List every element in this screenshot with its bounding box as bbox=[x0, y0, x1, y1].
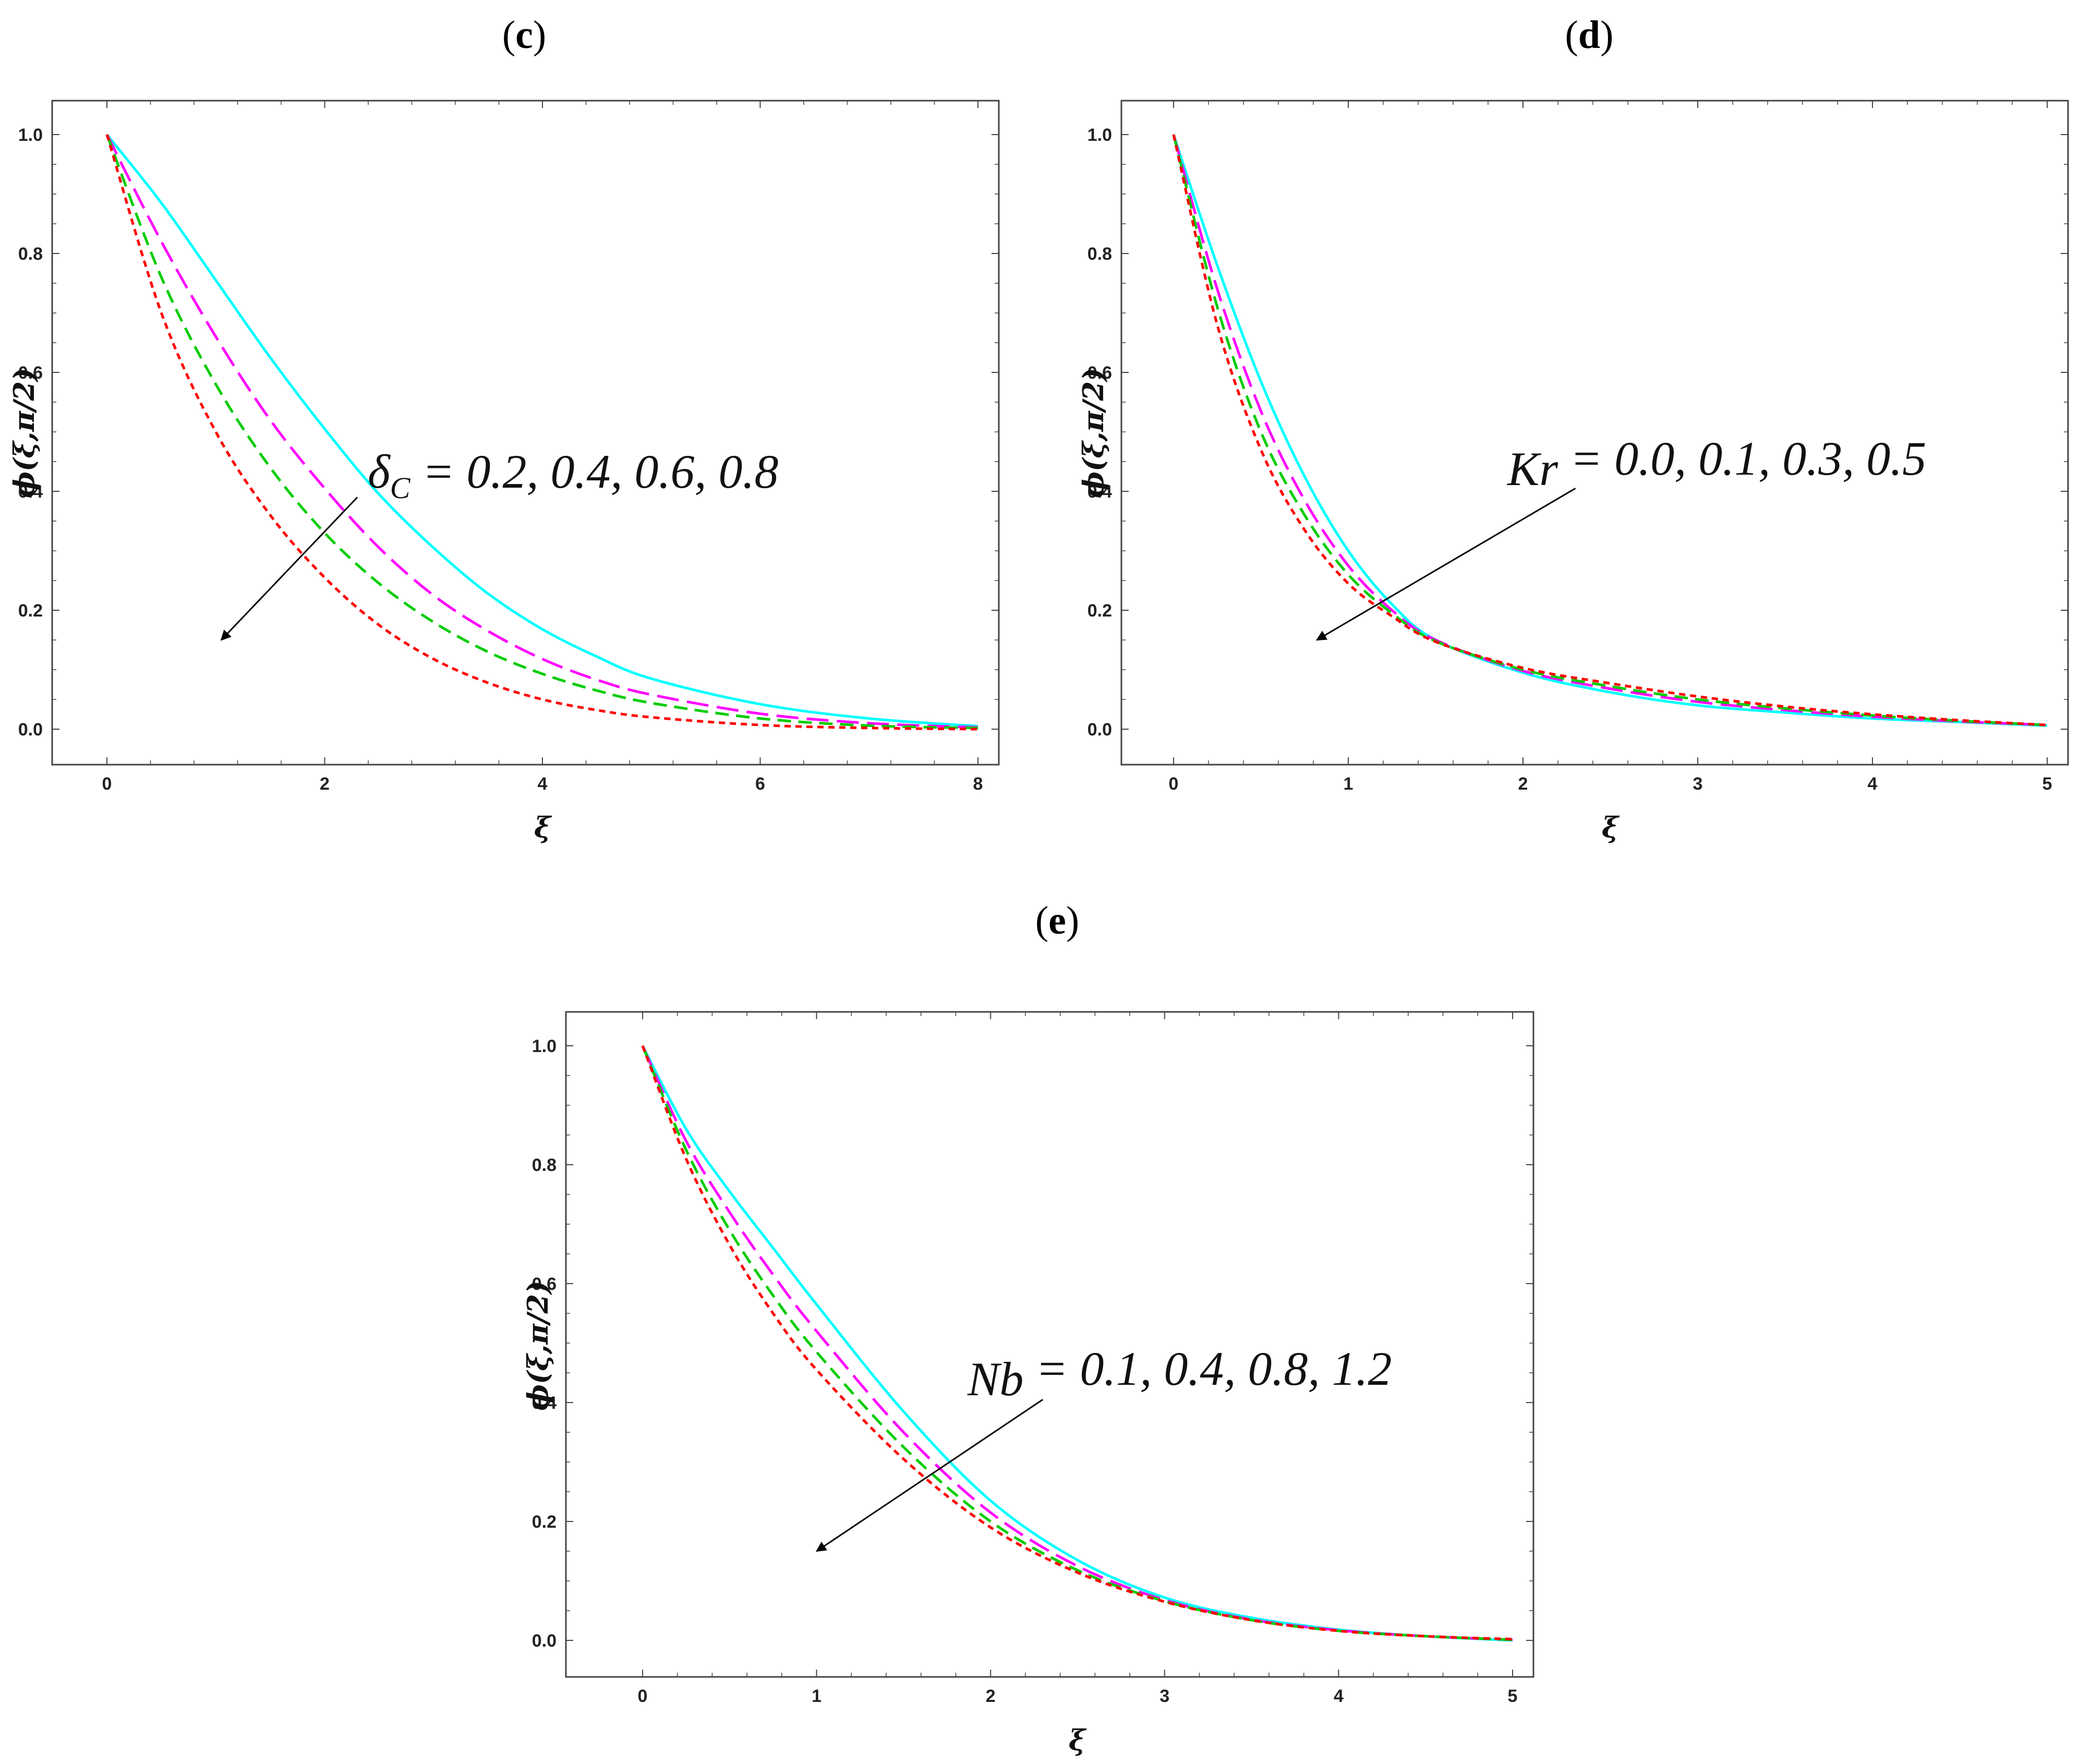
x-tick-label: 3 bbox=[1159, 1686, 1169, 1706]
x-tick-label: 3 bbox=[1693, 774, 1703, 794]
series-line-0-4 bbox=[105, 134, 978, 729]
x-tick-label: 0 bbox=[102, 774, 112, 794]
y-axis-label: ϕ(ξ,π/2) bbox=[521, 1280, 554, 1411]
y-tick-label: 0.2 bbox=[18, 601, 43, 621]
y-tick-label: 1.0 bbox=[1087, 125, 1112, 145]
annotation-symbol: Kr bbox=[1506, 442, 1558, 496]
series-group bbox=[641, 1045, 1513, 1642]
x-tick-label: 2 bbox=[986, 1686, 996, 1706]
x-tick-label: 5 bbox=[1508, 1686, 1518, 1706]
annotation-symbol: Nb bbox=[967, 1352, 1023, 1406]
x-tick-label: 8 bbox=[973, 774, 983, 794]
x-tick-label: 4 bbox=[1334, 1686, 1344, 1706]
series-group bbox=[1172, 134, 2048, 727]
y-tick-label: 0.8 bbox=[532, 1155, 557, 1175]
y-tick-label: 0.6 bbox=[18, 363, 43, 383]
annotation: δC = 0.2, 0.4, 0.6, 0.8 bbox=[368, 445, 779, 505]
series-line-0-8 bbox=[105, 134, 978, 731]
chart-e: 0 1 2 3 4 5 0.0 0.2 0.4 0.6 0.8 1.0 ξ ϕ(ξ,π/2) Nb =… bbox=[521, 1011, 1534, 1757]
chart-c: 0 2 4 6 8 0.0 0.2 0.4 0.6 0.8 1.0 ξ ϕ(ξ,π/2) δC = … bbox=[7, 100, 1000, 844]
tick-group: 0 1 2 3 4 5 0.0 0.2 0.4 0.6 0.8 1.0 bbox=[532, 1012, 1533, 1706]
x-axis-label: ξ bbox=[1602, 811, 1620, 844]
panel-label-d: (d) bbox=[1565, 13, 1614, 57]
x-tick-label: 4 bbox=[1868, 774, 1878, 794]
tick-group: 0 1 2 3 4 5 0.0 0.2 0.4 0.6 0.8 1.0 bbox=[1087, 101, 2068, 794]
y-tick-label: 0.2 bbox=[1087, 601, 1112, 621]
series-line-1-2 bbox=[641, 1045, 1513, 1641]
panel-label-c: (c) bbox=[502, 13, 546, 57]
annotation-arrow bbox=[815, 1399, 1044, 1552]
series-line-0-2 bbox=[106, 134, 978, 728]
series-line-0-3 bbox=[1172, 134, 2048, 727]
x-tick-label: 5 bbox=[2042, 774, 2052, 794]
panel-label-e: (e) bbox=[1035, 899, 1079, 943]
y-tick-label: 0.0 bbox=[18, 720, 43, 740]
y-tick-label: 0.6 bbox=[532, 1274, 557, 1294]
y-tick-label: 0.8 bbox=[1087, 244, 1112, 264]
series-group bbox=[105, 134, 978, 731]
plot-frame bbox=[1120, 100, 2069, 766]
x-tick-label: 6 bbox=[755, 774, 765, 794]
y-tick-label: 0.0 bbox=[532, 1631, 557, 1651]
y-axis-label: ϕ(ξ,π/2) bbox=[1077, 368, 1110, 498]
x-tick-label: 0 bbox=[1169, 774, 1179, 794]
series-line-0-1 bbox=[1172, 134, 2048, 727]
x-tick-label: 1 bbox=[812, 1686, 821, 1706]
y-axis-label: ϕ(ξ,π/2) bbox=[7, 368, 41, 498]
plot-frame bbox=[565, 1011, 1534, 1678]
y-tick-label: 0.0 bbox=[1087, 720, 1112, 740]
x-tick-label: 2 bbox=[1518, 774, 1528, 794]
x-axis-label: ξ bbox=[534, 811, 552, 844]
x-tick-label: 0 bbox=[638, 1686, 648, 1706]
plot-frame bbox=[51, 100, 1000, 766]
y-tick-label: 0.4 bbox=[18, 482, 43, 502]
annotation-arrow bbox=[1315, 488, 1576, 641]
annotation: Nb = 0.1, 0.4, 0.8, 1.2 bbox=[967, 1342, 1392, 1406]
annotation: Kr = 0.0, 0.1, 0.3, 0.5 bbox=[1506, 432, 1926, 496]
x-tick-label: 4 bbox=[538, 774, 548, 794]
tick-group: 0 2 4 6 8 0.0 0.2 0.4 0.6 0.8 1.0 bbox=[18, 101, 999, 794]
annotation-arrow bbox=[220, 497, 358, 641]
x-tick-label: 2 bbox=[320, 774, 330, 794]
annotation-values: = 0.1, 0.4, 0.8, 1.2 bbox=[1023, 1342, 1392, 1395]
annotation-values: = 0.0, 0.1, 0.3, 0.5 bbox=[1558, 432, 1926, 485]
series-line-0-6 bbox=[105, 134, 978, 730]
x-tick-label: 1 bbox=[1344, 774, 1353, 794]
y-tick-label: 0.6 bbox=[1087, 363, 1112, 383]
y-tick-label: 0.8 bbox=[18, 244, 43, 264]
chart-d: 0 1 2 3 4 5 0.0 0.2 0.4 0.6 0.8 1.0 ξ ϕ(ξ,π/2) Kr =… bbox=[1077, 100, 2069, 844]
x-axis-label: ξ bbox=[1069, 1723, 1087, 1757]
y-tick-label: 1.0 bbox=[18, 125, 43, 145]
series-line-0-5 bbox=[1172, 134, 2048, 727]
y-tick-label: 0.4 bbox=[1087, 482, 1112, 502]
y-tick-label: 0.2 bbox=[532, 1512, 557, 1532]
y-tick-label: 0.4 bbox=[532, 1393, 557, 1413]
annotation-subscript: C bbox=[390, 471, 411, 505]
y-tick-label: 1.0 bbox=[532, 1036, 557, 1056]
annotation-values: = 0.2, 0.4, 0.6, 0.8 bbox=[410, 445, 778, 498]
annotation-symbol: δ bbox=[368, 445, 391, 498]
series-line-0-0 bbox=[1172, 134, 2048, 727]
